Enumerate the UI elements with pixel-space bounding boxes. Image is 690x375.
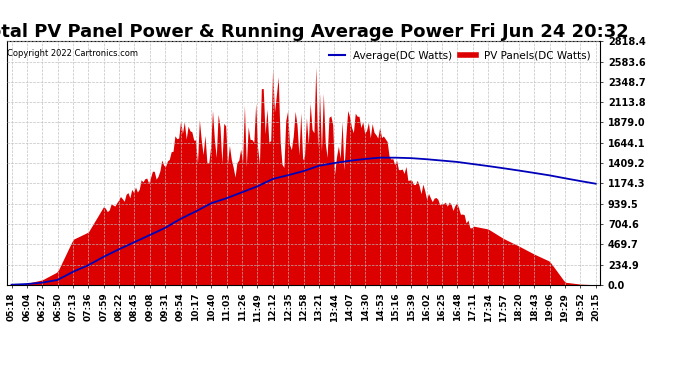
Title: Total PV Panel Power & Running Average Power Fri Jun 24 20:32: Total PV Panel Power & Running Average P…	[0, 23, 629, 41]
Text: Copyright 2022 Cartronics.com: Copyright 2022 Cartronics.com	[8, 49, 139, 58]
Legend: Average(DC Watts), PV Panels(DC Watts): Average(DC Watts), PV Panels(DC Watts)	[325, 46, 595, 65]
